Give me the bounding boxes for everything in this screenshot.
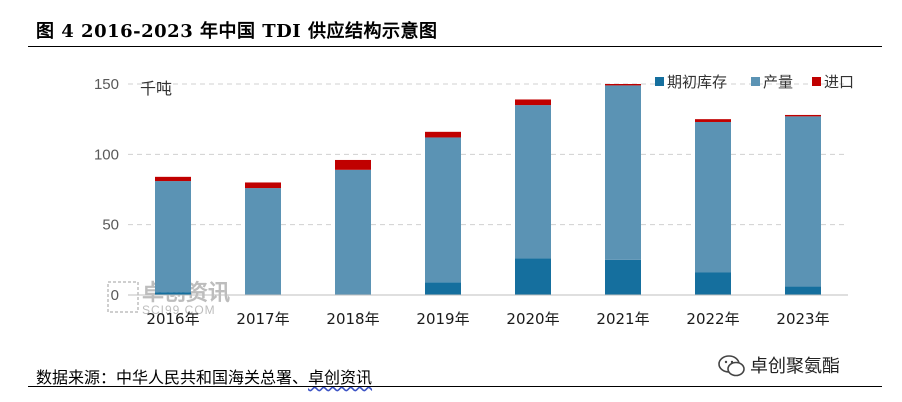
- x-tick-label: 2022年: [686, 310, 739, 328]
- bar-segment: [155, 181, 191, 293]
- gridlines: [128, 83, 848, 226]
- bar-segment: [605, 85, 641, 260]
- y-tick-label: 100: [94, 146, 119, 163]
- bar-segment: [425, 131, 461, 138]
- bottom-rule: [28, 386, 882, 387]
- x-tick-label: 2020年: [506, 310, 559, 328]
- x-tick-label: 2021年: [596, 310, 649, 328]
- legend-label: 期初库存: [667, 73, 727, 91]
- bar-segment: [515, 105, 551, 259]
- bar-segment: [245, 188, 281, 295]
- legend: 期初库存 产量 进口: [655, 73, 854, 91]
- bar-segment: [335, 159, 371, 170]
- bar-segment: [425, 282, 461, 295]
- y-tick-label: 150: [94, 76, 119, 93]
- source-note: 数据来源：中华人民共和国海关总署、卓创资讯: [36, 364, 372, 388]
- x-tick-label: 2016年: [146, 310, 199, 328]
- bar-segment: [245, 182, 281, 189]
- bar-segment: [335, 169, 371, 295]
- legend-swatch: [751, 77, 760, 86]
- bar-segment: [785, 116, 821, 287]
- wechat-icon: [718, 355, 745, 377]
- x-tick-label: 2017年: [236, 310, 289, 328]
- bar-segment: [155, 176, 191, 182]
- x-tick-label: 2018年: [326, 310, 379, 328]
- legend-label: 产量: [763, 73, 793, 91]
- source-body: 中华人民共和国海关总署、: [116, 368, 309, 387]
- bar-segment: [515, 258, 551, 295]
- bars: [155, 84, 821, 295]
- legend-label: 进口: [824, 73, 854, 91]
- bar-segment: [785, 286, 821, 295]
- figure-title-text: 图 4 2016-2023 年中国 TDI 供应结构示意图: [36, 21, 438, 42]
- y-unit-label: 千吨: [140, 79, 172, 98]
- brand-text: 卓创聚氨酯: [750, 356, 840, 377]
- bar-segment: [425, 137, 461, 283]
- bar-segment: [605, 84, 641, 86]
- legend-swatch: [812, 77, 821, 86]
- bar-segment: [785, 114, 821, 117]
- bar-segment: [515, 99, 551, 106]
- bar-segment: [695, 121, 731, 273]
- bar-segment: [605, 259, 641, 295]
- y-tick-label: 0: [111, 287, 119, 304]
- source-highlight: 卓创资讯: [308, 368, 373, 387]
- legend-swatch: [655, 77, 664, 86]
- top-rule: [28, 46, 882, 47]
- bar-segment: [695, 119, 731, 122]
- brand-badge: 卓创聚氨酯: [718, 349, 890, 383]
- watermark-logo-icon: [107, 281, 139, 313]
- y-tick-label: 50: [102, 217, 119, 234]
- source-label: 数据来源：: [36, 368, 117, 387]
- x-axis: 2016年 2017年 2018年 2019年 2020年 2021年 2022年 2023年: [128, 294, 848, 328]
- x-tick-label: 2019年: [416, 310, 469, 328]
- watermark-sub: SCI99.COM: [142, 303, 216, 317]
- bar-segment: [695, 272, 731, 295]
- bar-segment: [155, 292, 191, 295]
- y-axis: 0 50 100 150: [94, 76, 119, 304]
- x-tick-label: 2023年: [776, 310, 829, 328]
- figure-title: 图 4 2016-2023 年中国 TDI 供应结构示意图: [0, 0, 882, 46]
